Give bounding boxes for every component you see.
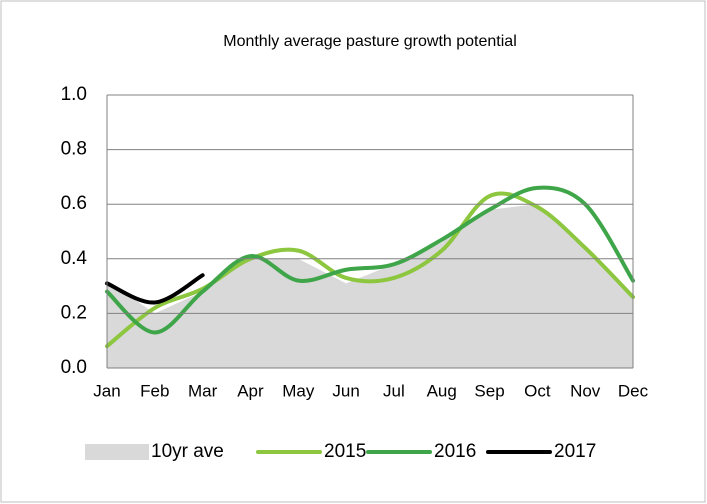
legend-label: 2016 <box>434 441 476 462</box>
y-tick-label: 0.0 <box>61 357 87 378</box>
line <box>105 273 205 305</box>
line <box>105 185 635 335</box>
x-tick-label: Feb <box>140 381 169 400</box>
legend-label: 2017 <box>554 441 596 462</box>
line <box>105 191 635 349</box>
x-tick-label: Nov <box>570 381 601 400</box>
x-tick-label: Sep <box>474 381 504 400</box>
y-tick-label: 0.2 <box>61 302 87 323</box>
y-tick-label: 0.8 <box>61 139 87 160</box>
x-tick-label: May <box>282 381 315 400</box>
legend-label: 2015 <box>324 441 366 462</box>
x-tick-label: Dec <box>618 381 649 400</box>
x-tick-label: Oct <box>524 381 551 400</box>
x-tick-label: Mar <box>188 381 218 400</box>
y-tick-label: 0.6 <box>61 193 87 214</box>
legend-label: 10yr ave <box>151 441 224 462</box>
x-tick-label: Apr <box>237 381 264 400</box>
x-tick-label: Aug <box>427 381 457 400</box>
chart-title: Monthly average pasture growth potential <box>223 33 517 50</box>
x-tick-label: Jan <box>93 381 120 400</box>
area <box>107 204 633 368</box>
x-tick-label: Jun <box>332 381 359 400</box>
legend-swatch <box>85 444 149 460</box>
y-tick-label: 1.0 <box>61 84 87 105</box>
x-tick-label: Jul <box>383 381 405 400</box>
y-tick-label: 0.4 <box>61 248 88 269</box>
